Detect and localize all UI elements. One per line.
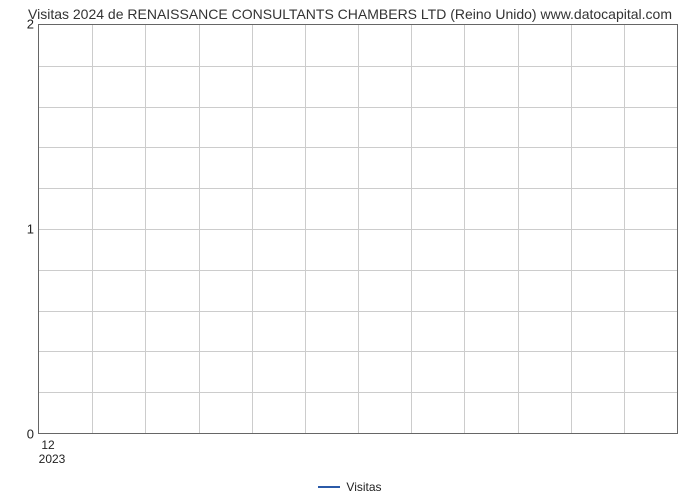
grid-v (252, 25, 253, 433)
grid-v (92, 25, 93, 433)
ytick-label-0: 0 (27, 427, 34, 442)
legend-line-icon (318, 486, 340, 488)
grid-v (624, 25, 625, 433)
xtick-year: 2023 (39, 452, 66, 466)
grid-v (571, 25, 572, 433)
grid-v (411, 25, 412, 433)
chart-title: Visitas 2024 de RENAISSANCE CONSULTANTS … (0, 6, 700, 22)
legend-label: Visitas (346, 480, 381, 494)
xtick-month: 12 (41, 438, 54, 452)
grid-v (305, 25, 306, 433)
grid-v (199, 25, 200, 433)
grid-v (518, 25, 519, 433)
ytick-label-1: 1 (27, 222, 34, 237)
ytick-label-2: 2 (27, 17, 34, 32)
legend: Visitas (0, 479, 700, 494)
grid-v (358, 25, 359, 433)
grid-v (464, 25, 465, 433)
grid-v (145, 25, 146, 433)
plot-area (38, 24, 678, 434)
